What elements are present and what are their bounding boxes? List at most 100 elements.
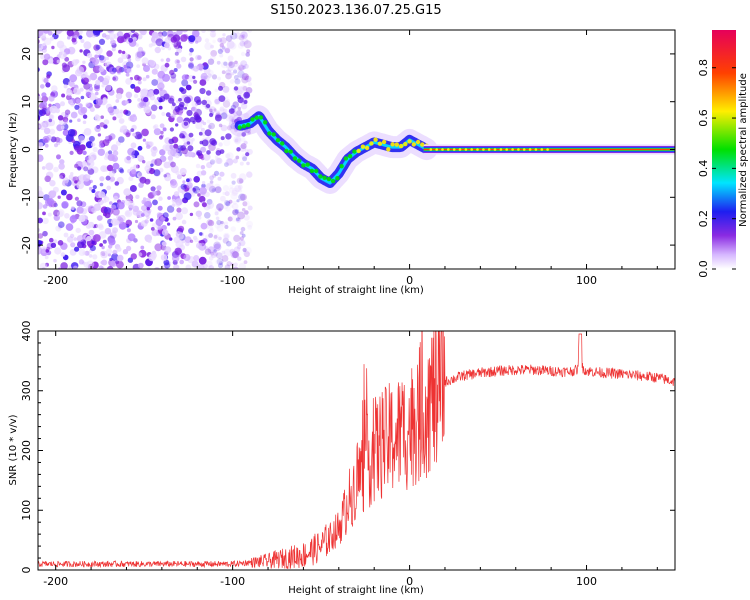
noise-speckle	[204, 246, 209, 251]
noise-speckle	[100, 115, 104, 119]
noise-speckle	[113, 105, 117, 110]
stable-tone-dot	[487, 148, 491, 151]
noise-speckle	[85, 91, 92, 98]
noise-speckle	[186, 141, 191, 145]
noise-speckle	[38, 154, 44, 162]
noise-speckle	[113, 195, 119, 201]
noise-speckle	[185, 264, 192, 269]
noise-speckle	[74, 246, 80, 252]
noise-speckle	[209, 30, 217, 33]
noise-speckle	[176, 174, 182, 180]
noise-speckle	[99, 243, 103, 247]
noise-speckle	[162, 127, 167, 132]
noise-speckle	[123, 64, 127, 69]
noise-speckle	[216, 219, 222, 226]
noise-speckle	[158, 135, 164, 140]
noise-speckle	[233, 61, 239, 68]
noise-speckle	[42, 42, 46, 47]
noise-speckle	[104, 227, 112, 235]
noise-speckle	[103, 119, 110, 125]
noise-speckle	[225, 69, 232, 76]
noise-speckle	[214, 186, 222, 194]
noise-speckle	[125, 132, 131, 138]
noise-speckle	[230, 63, 235, 68]
spectral-ridge	[228, 105, 675, 194]
noise-speckle	[240, 31, 248, 39]
noise-speckle	[108, 223, 113, 228]
noise-speckle	[87, 205, 95, 213]
noise-speckle	[208, 265, 214, 269]
noise-speckle	[46, 197, 55, 206]
noise-speckle	[222, 22, 229, 29]
noise-speckle	[225, 114, 233, 122]
noise-speckle	[189, 116, 196, 123]
noise-speckle	[178, 112, 183, 116]
noise-speckle	[96, 215, 103, 221]
noise-speckle	[142, 77, 147, 82]
noise-speckle	[204, 248, 212, 255]
noise-speckle	[236, 199, 240, 203]
noise-speckle	[69, 74, 78, 83]
noise-speckle	[143, 105, 151, 114]
noise-speckle	[232, 200, 237, 205]
noise-speckle	[99, 122, 105, 128]
spectrogram-xtick-label: 0	[406, 274, 413, 287]
noise-speckle	[118, 118, 125, 124]
noise-speckle	[140, 50, 146, 56]
noise-speckle	[222, 108, 228, 114]
noise-speckle	[103, 206, 112, 215]
noise-speckle	[219, 45, 227, 52]
noise-speckle	[226, 240, 232, 247]
noise-speckle	[200, 127, 205, 132]
noise-speckle	[171, 102, 176, 107]
noise-speckle	[129, 204, 135, 210]
noise-speckle	[139, 100, 147, 108]
noise-speckle	[234, 78, 241, 85]
noise-speckle	[104, 75, 111, 82]
noise-speckle	[92, 58, 100, 66]
noise-speckle	[197, 193, 201, 197]
noise-speckle	[110, 144, 119, 152]
noise-speckle	[181, 30, 189, 33]
noise-speckle	[83, 41, 92, 50]
noise-speckle	[216, 60, 221, 65]
spectrogram-ytick-label: 20	[20, 47, 33, 61]
noise-speckle	[61, 93, 66, 98]
noise-speckle	[42, 59, 49, 66]
noise-speckle	[209, 108, 213, 113]
noise-speckle	[95, 44, 101, 50]
noise-speckle	[157, 205, 163, 211]
ridge-blob	[356, 148, 361, 154]
noise-speckle	[137, 262, 144, 269]
noise-speckle	[92, 65, 101, 74]
noise-speckle	[236, 253, 241, 257]
noise-speckle	[213, 243, 221, 252]
noise-speckle	[232, 209, 239, 216]
noise-speckle	[203, 153, 211, 161]
ridge-blob	[343, 156, 349, 161]
noise-speckle	[218, 108, 226, 115]
noise-speckle	[65, 133, 74, 142]
noise-speckle	[56, 59, 61, 64]
ridge-blob	[271, 132, 276, 137]
noise-speckle	[243, 40, 252, 49]
noise-speckle	[151, 229, 159, 237]
noise-speckle	[239, 144, 247, 152]
noise-speckle	[239, 236, 244, 241]
noise-speckle	[213, 183, 221, 191]
noise-speckle	[238, 239, 246, 247]
noise-speckle	[176, 207, 182, 213]
noise-speckle	[183, 192, 192, 201]
noise-speckle	[214, 186, 222, 194]
noise-speckle	[143, 65, 150, 72]
noise-speckle	[160, 130, 164, 135]
noise-speckle	[188, 132, 194, 138]
noise-speckle	[213, 241, 221, 250]
noise-speckle	[229, 184, 234, 189]
noise-speckle	[207, 73, 212, 78]
noise-speckle	[119, 125, 128, 133]
noise-speckle	[112, 249, 118, 255]
noise-speckle	[154, 46, 161, 54]
noise-speckle	[230, 250, 239, 259]
